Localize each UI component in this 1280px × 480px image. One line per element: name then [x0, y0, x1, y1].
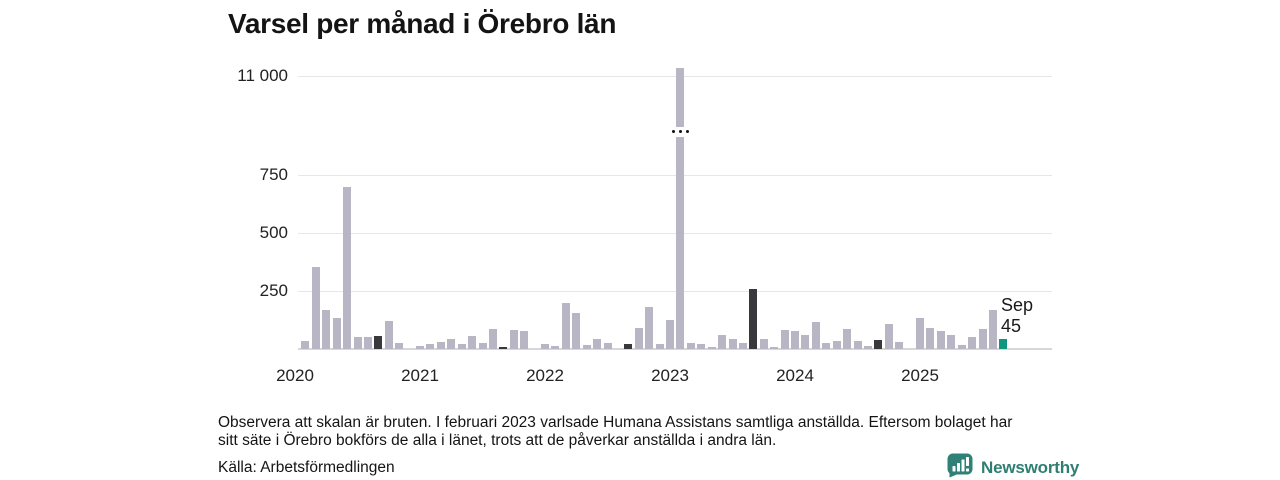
bar-2024-04: [822, 342, 831, 349]
bar-2024-09: [874, 340, 883, 349]
x-axis-label-2025: 2025: [901, 366, 939, 385]
x-axis-label-2022: 2022: [526, 366, 564, 385]
bar-2022-07: [603, 342, 612, 349]
bar-2023-05: [707, 346, 716, 349]
bar-2020-09: [374, 335, 383, 349]
annotation-month-label: Sep: [1001, 295, 1034, 315]
bar-2021-04: [447, 338, 456, 349]
axis-break-dot-2: [685, 130, 689, 133]
branding-name: Newsworthy: [981, 458, 1080, 477]
bar-2024-01: [791, 330, 800, 349]
axis-break-dot-0: [671, 130, 675, 133]
gridline-250: [298, 291, 1052, 292]
bar-2023-11: [770, 346, 779, 349]
bar-2022-03: [561, 302, 570, 349]
bar-2020-03: [311, 267, 320, 349]
bar-2022-10: [634, 328, 643, 349]
bar-2025-01: [916, 317, 925, 349]
x-axis-line: [298, 348, 1052, 350]
bar-2022-04: [572, 313, 581, 349]
bar-2021-07: [478, 342, 487, 349]
bar-2022-11: [645, 307, 654, 349]
bar-2024-06: [843, 329, 852, 349]
y-axis-label: 750: [259, 165, 288, 184]
x-axis-label-2023: 2023: [651, 366, 689, 385]
x-axis-label-2024: 2024: [776, 366, 814, 385]
bar-2023-06: [718, 335, 727, 349]
gridline-750: [298, 175, 1052, 176]
bar-2024-02: [801, 334, 810, 349]
bar-2023-07: [728, 339, 737, 349]
bar-2022-12: [655, 343, 664, 349]
x-axis-label-2020: 2020: [276, 366, 314, 385]
bar-2020-04: [322, 309, 331, 349]
bar-2025-04: [947, 335, 956, 349]
bar-2025-05: [957, 344, 966, 349]
bar-2020-06: [343, 186, 352, 349]
y-axis-label: 11 000: [237, 66, 288, 85]
bar-2022-02: [551, 346, 560, 349]
bar-2020-10: [384, 321, 393, 349]
bar-2021-09: [499, 346, 508, 349]
bar-2021-02: [426, 344, 435, 349]
branding: Newsworthy: [945, 453, 1079, 480]
bar-2023-12: [780, 329, 789, 349]
bar-2021-11: [520, 330, 529, 349]
bar-2021-05: [457, 344, 466, 349]
bar-2020-07: [353, 336, 362, 349]
bar-2025-06: [968, 336, 977, 349]
bar-2021-01: [416, 346, 424, 349]
y-axis-label: 250: [259, 281, 288, 300]
gridline-11000: [298, 76, 1052, 77]
bar-2022-06: [593, 339, 602, 349]
bar-2024-10: [884, 324, 893, 349]
bar-2023-10: [759, 338, 768, 349]
axis-break-dot-1: [678, 130, 682, 133]
bar-2023-02-upper: [676, 68, 685, 127]
bar-2024-07: [853, 340, 862, 349]
annotation-value-label: 45: [1001, 316, 1022, 336]
current-value-annotation: Sep 45: [1001, 295, 1033, 337]
bar-2022-09: [624, 344, 633, 349]
bar-2025-08: [988, 310, 997, 349]
bar-2021-08: [488, 329, 497, 349]
bar-2020-05: [332, 318, 341, 349]
bar-2020-11: [395, 342, 404, 349]
bar-2021-03: [436, 342, 445, 349]
bar-2024-11: [895, 342, 904, 349]
bar-2023-02-lower: [676, 137, 685, 349]
bar-2023-03: [686, 342, 695, 349]
bar-2025-03: [936, 331, 945, 349]
footnote-line-1: Observera att skalan är bruten. I februa…: [218, 414, 1013, 431]
bar-2023-09: [749, 289, 758, 349]
bar-2023-08: [738, 342, 747, 349]
bar-2025-02: [926, 327, 935, 349]
x-axis-label-2021: 2021: [401, 366, 439, 385]
bar-2021-06: [468, 336, 477, 349]
gridline-500: [298, 233, 1052, 234]
bar-2023-04: [697, 344, 706, 349]
bar-2025-07: [978, 329, 987, 349]
footnote: Observera att skalan är bruten. I februa…: [218, 414, 1078, 449]
bar-2020-02: [301, 341, 310, 349]
bar-2023-01: [666, 320, 674, 349]
y-axis-label: 500: [259, 223, 288, 242]
chart-title: Varsel per månad i Örebro län: [228, 8, 617, 39]
bar-2021-10: [509, 329, 518, 349]
bar-2024-03: [811, 321, 820, 349]
bar-2024-08: [863, 345, 872, 349]
bar-2022-01: [541, 344, 549, 349]
bar-2025-09: [999, 338, 1008, 349]
bar-2024-05: [832, 341, 841, 349]
source-label: Källa: Arbetsförmedlingen: [218, 459, 395, 476]
newsworthy-logo-icon: [945, 453, 974, 480]
footnote-line-2: sitt säte i Örebro bokförs de alla i län…: [218, 431, 777, 449]
bar-2020-08: [363, 336, 372, 349]
bar-2022-05: [582, 344, 591, 349]
